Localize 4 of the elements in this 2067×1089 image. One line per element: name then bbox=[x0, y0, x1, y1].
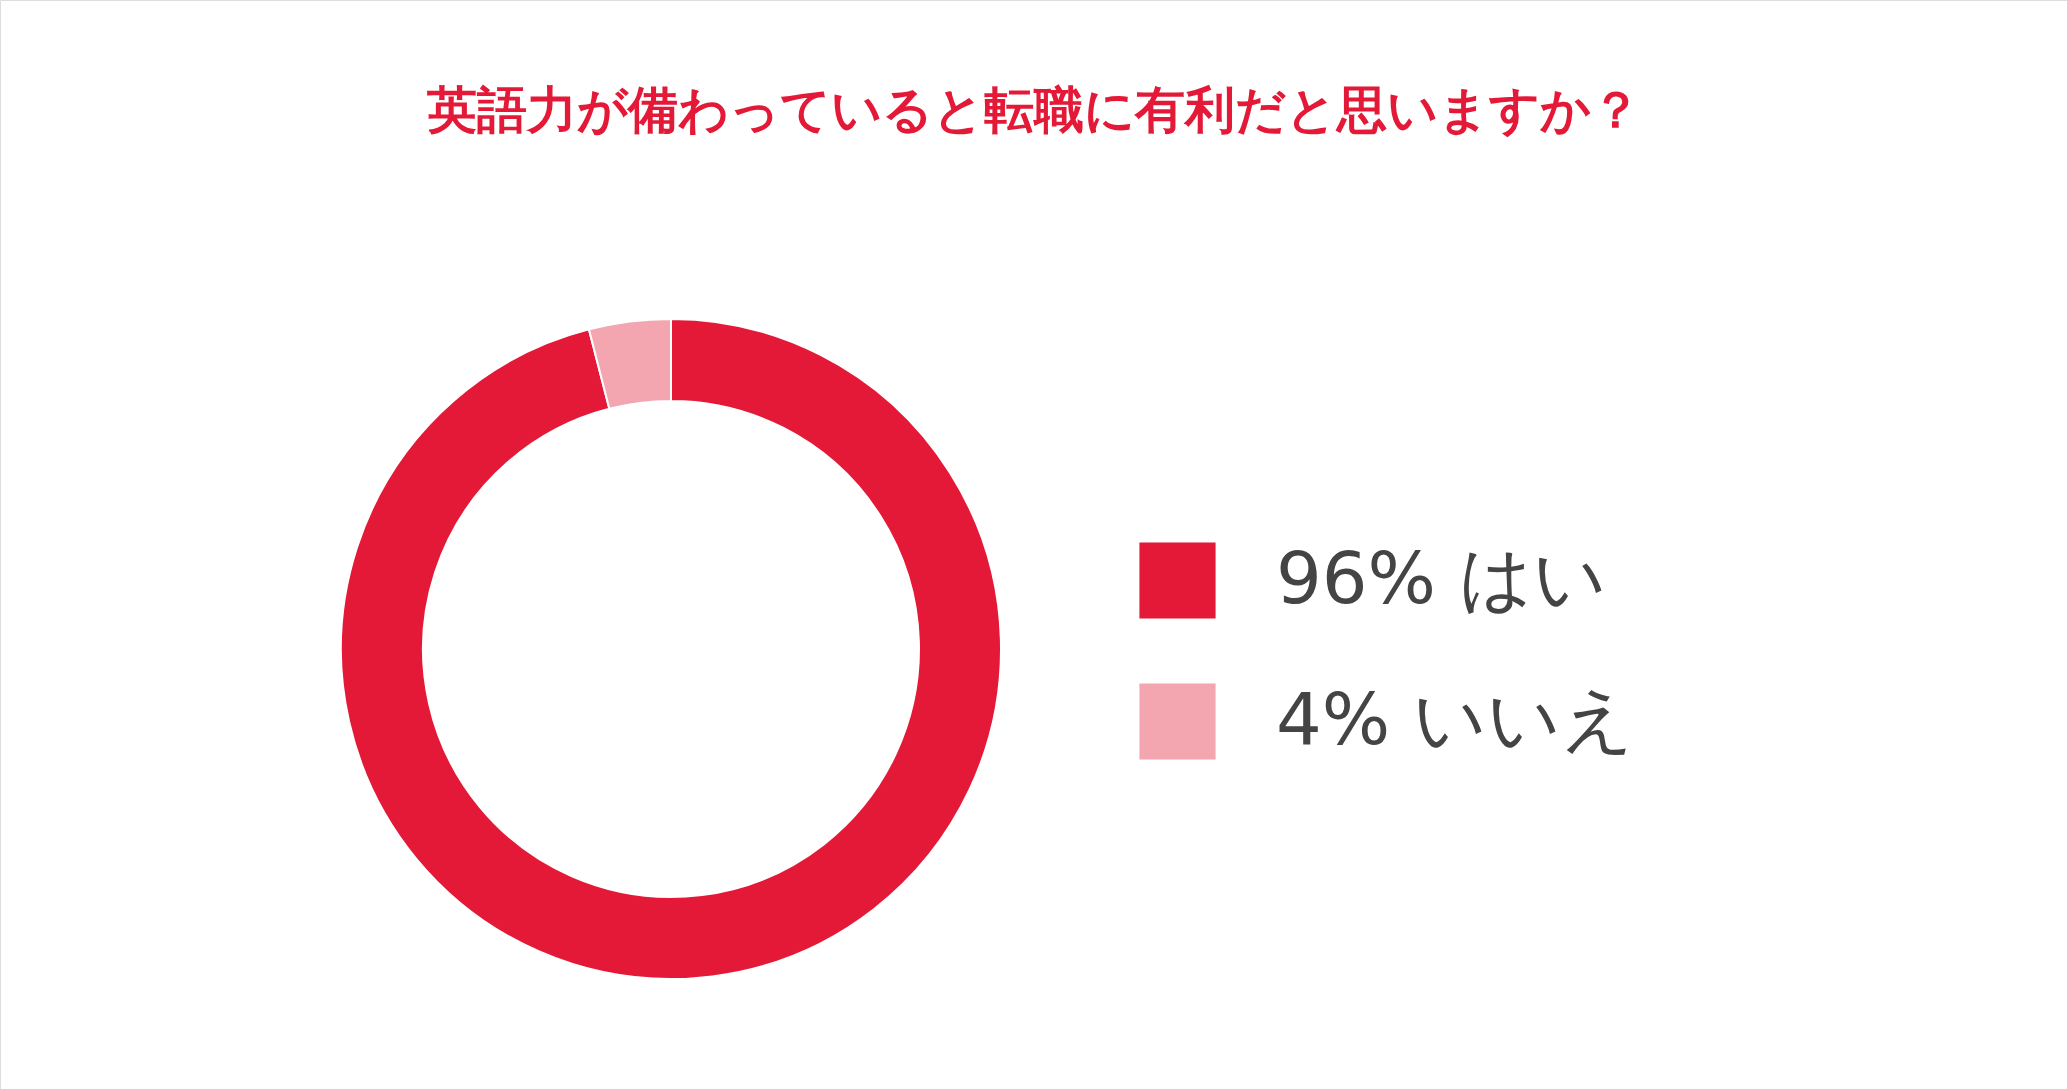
legend-label: 4% いいえ bbox=[1276, 676, 1636, 761]
legend-label: 96% はい bbox=[1276, 535, 1607, 620]
chart-title: 英語力が備わっていると転職に有利だと思いますか？ bbox=[425, 81, 1641, 139]
donut-slice bbox=[340, 318, 1002, 980]
